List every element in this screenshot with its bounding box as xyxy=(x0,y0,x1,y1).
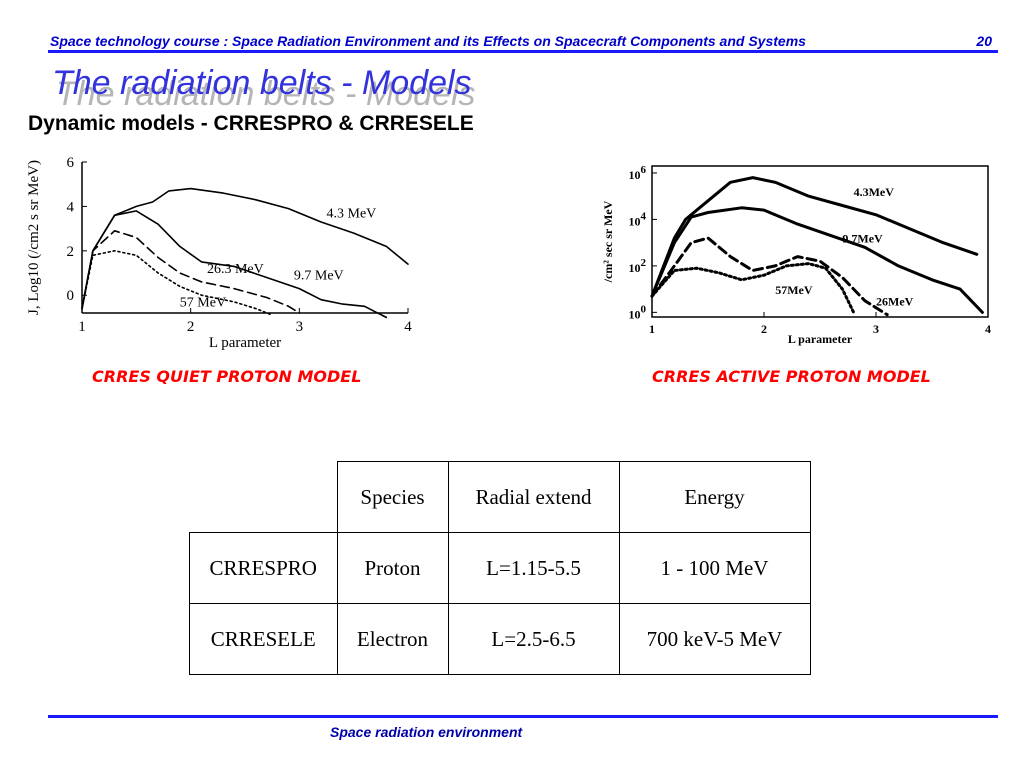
right-series-line xyxy=(650,236,889,317)
table-header-cell: Energy xyxy=(618,461,811,533)
left-series-line xyxy=(81,250,273,316)
right-y-tick-label: 100 xyxy=(629,303,647,321)
table-row: CRRESELE Electron L=2.5-6.5 700 keV-5 Me… xyxy=(189,603,811,675)
page-title: The radiation belts - Models xyxy=(52,64,472,102)
table-header-cell: Radial extend xyxy=(447,461,620,533)
right-x-tick-label: 4 xyxy=(985,322,991,336)
table-cell: CRRESELE xyxy=(189,603,338,675)
left-series-line xyxy=(81,210,388,319)
quiet-proton-chart: 1 2 3 4 6 4 2 0 L parameter J, Log10 (/cm2 s sr M… xyxy=(26,155,412,351)
right-series-line xyxy=(650,206,984,314)
right-y-tick-label: 106 xyxy=(629,164,647,182)
table-header-cell xyxy=(189,461,338,533)
models-table: Species Radial extend Energy CRRESPRO Pr… xyxy=(189,461,811,675)
left-curve-label: 4.3 MeV xyxy=(327,207,377,222)
right-x-tick-label: 3 xyxy=(873,322,879,336)
footer-text: Space radiation environment xyxy=(330,724,523,740)
left-y-tick-label: 4 xyxy=(67,199,75,215)
right-curve-label: 26MeV xyxy=(876,294,914,308)
left-curve-label: 26.3 MeV xyxy=(207,262,264,277)
table-cell: Electron xyxy=(336,603,449,675)
course-title: Space technology course : Space Radiatio… xyxy=(50,33,806,49)
footer-rule xyxy=(48,715,998,718)
slide-header: Space technology course : Space Radiatio… xyxy=(50,33,1000,51)
right-series-line xyxy=(650,262,856,314)
left-y-tick-label: 6 xyxy=(67,155,75,171)
right-x-tick-label: 2 xyxy=(761,322,767,336)
right-x-axis-label: L parameter xyxy=(788,332,853,346)
left-x-tick-label: 2 xyxy=(187,319,195,335)
left-series-line xyxy=(81,230,301,314)
active-proton-caption: CRRES ACTIVE PROTON MODEL xyxy=(652,367,931,386)
left-y-tick-label: 2 xyxy=(67,244,75,260)
right-curve-label: 57MeV xyxy=(775,283,813,297)
left-y-tick-label: 0 xyxy=(67,288,75,304)
quiet-proton-caption: CRRES QUIET PROTON MODEL xyxy=(92,367,362,386)
title-shadow: The radiation belts - Models xyxy=(56,75,476,113)
right-y-axis-label: /cm² sec sr MeV xyxy=(601,200,615,283)
right-y-tick-label: 104 xyxy=(629,210,647,228)
table-cell: CRRESPRO xyxy=(189,532,338,604)
left-curve-label: 9.7 MeV xyxy=(294,269,344,284)
left-x-tick-label: 4 xyxy=(404,319,412,335)
table-header-cell: Species xyxy=(336,461,449,533)
right-y-tick-label: 102 xyxy=(629,257,647,275)
table-cell: Proton xyxy=(336,532,449,604)
right-x-tick-label: 1 xyxy=(649,322,655,336)
right-curve-label: 4.3MeV xyxy=(854,185,895,199)
left-curve-label: 57 MeV xyxy=(180,295,226,310)
right-plot-frame xyxy=(651,165,989,318)
header-rule xyxy=(48,50,998,53)
table-cell: L=2.5-6.5 xyxy=(447,603,620,675)
table-cell: L=1.15-5.5 xyxy=(447,532,620,604)
page-number: 20 xyxy=(976,33,992,49)
active-proton-chart: 1 2 3 4 106 104 102 100 L parameter/cm² sec sr M… xyxy=(601,164,991,346)
left-y-axis-label: J, Log10 (/cm2 s sr MeV) xyxy=(26,160,42,315)
right-curve-label: 9.7MeV xyxy=(842,232,883,246)
table-cell: 700 keV-5 MeV xyxy=(618,603,811,675)
left-x-axis-label: L parameter xyxy=(209,335,281,351)
left-x-tick-label: 1 xyxy=(78,319,86,335)
table-row: CRRESPRO Proton L=1.15-5.5 1 - 100 MeV xyxy=(189,532,811,604)
table-cell: 1 - 100 MeV xyxy=(618,532,811,604)
table-header-row: Species Radial extend Energy xyxy=(189,461,811,533)
slide-subtitle: Dynamic models - CRRESPRO & CRRESELE xyxy=(28,112,474,135)
right-series-line xyxy=(650,176,979,298)
left-x-tick-label: 3 xyxy=(296,319,304,335)
